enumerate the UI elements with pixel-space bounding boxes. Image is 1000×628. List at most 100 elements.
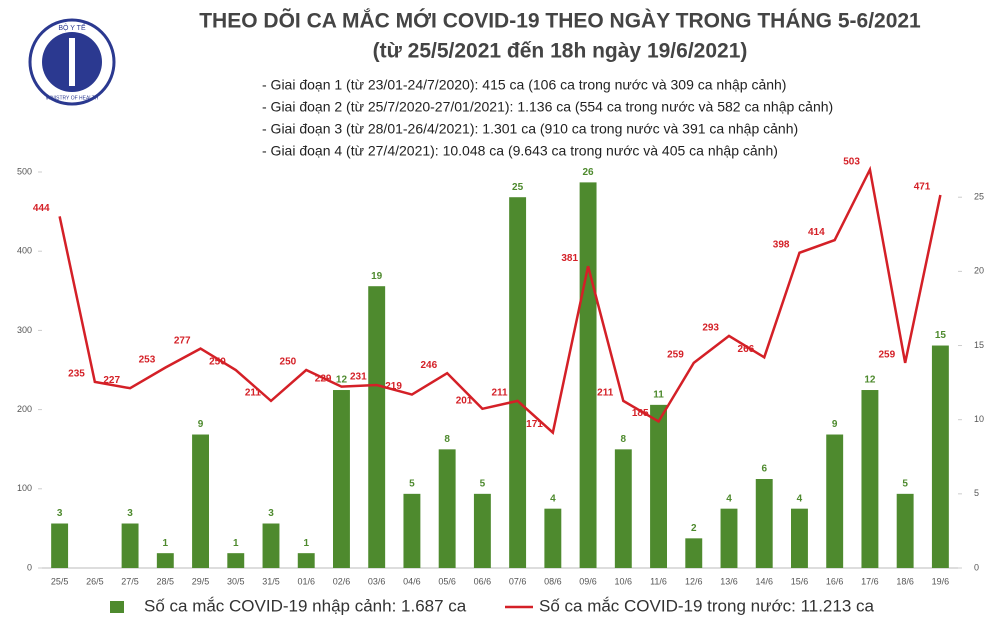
y2-tick-label: 5 (974, 488, 979, 498)
x-tick-label: 13/6 (720, 576, 738, 586)
bar (297, 553, 315, 568)
line-value-label: 227 (103, 375, 120, 386)
bar-value-label: 15 (935, 330, 947, 341)
x-tick-label: 11/6 (650, 576, 667, 586)
bar (544, 508, 562, 568)
line-value-label: 250 (280, 357, 297, 368)
x-tick-label: 04/6 (403, 576, 421, 586)
bar (333, 390, 350, 568)
logo-text: MINISTRY OF HEALTH (46, 95, 99, 101)
x-tick-label: 29/5 (192, 576, 210, 586)
x-tick-label: 07/6 (509, 576, 527, 586)
line-value-label: 201 (456, 395, 473, 406)
line-value-label: 277 (174, 335, 191, 346)
bar (368, 286, 386, 568)
legend-label: Số ca mắc COVID-19 trong nước: 11.213 ca (539, 596, 875, 615)
bar-value-label: 6 (761, 464, 767, 475)
x-tick-label: 14/6 (755, 576, 773, 586)
bar-value-label: 4 (550, 493, 556, 504)
line-value-label: 219 (385, 381, 402, 392)
line-value-label: 471 (914, 182, 931, 193)
bar-value-label: 19 (371, 271, 383, 282)
y2-tick-label: 15 (974, 340, 984, 350)
y-tick-label: 500 (17, 166, 32, 176)
bar (227, 553, 245, 568)
x-tick-label: 02/6 (333, 576, 351, 586)
y-tick-label: 200 (17, 404, 32, 414)
bar-value-label: 12 (864, 375, 876, 386)
logo: BỘ Y TẾ MINISTRY OF HEALTH (28, 18, 116, 106)
annotation: - Giai đoạn 3 (từ 28/01-26/4/2021): 1.30… (262, 121, 798, 137)
line-value-label: 246 (420, 360, 437, 371)
legend-label: Số ca mắc COVID-19 nhập cảnh: 1.687 ca (144, 596, 467, 615)
line-value-label: 253 (139, 354, 156, 365)
line-value-label: 171 (526, 419, 543, 430)
bar (896, 493, 914, 568)
line-value-label: 414 (808, 227, 825, 238)
x-tick-label: 17/6 (861, 576, 879, 586)
bar (438, 449, 456, 568)
x-tick-label: 03/6 (368, 576, 386, 586)
logo-staff (69, 38, 75, 86)
bar-value-label: 4 (797, 493, 803, 504)
line-value-label: 229 (315, 373, 332, 384)
x-tick-label: 28/5 (157, 576, 175, 586)
x-tick-label: 05/6 (438, 576, 456, 586)
bar (403, 493, 421, 568)
bar-value-label: 12 (336, 375, 348, 386)
bar-value-label: 1 (303, 538, 309, 549)
line-value-label: 231 (350, 372, 367, 383)
y2-tick-label: 25 (974, 192, 984, 202)
bar (262, 523, 280, 568)
line-value-label: 211 (491, 388, 508, 399)
bar (720, 508, 738, 568)
line-value-label: 381 (561, 253, 578, 264)
bar (579, 182, 597, 568)
bar-value-label: 3 (57, 508, 63, 519)
line-value-label: 185 (632, 408, 649, 419)
line-value-label: 211 (597, 388, 614, 399)
y-tick-label: 100 (17, 483, 32, 493)
bar (826, 434, 844, 568)
bar (791, 508, 808, 568)
line-value-label: 235 (68, 369, 85, 380)
bar (685, 538, 703, 568)
bar-value-label: 4 (726, 493, 732, 504)
line-value-label: 398 (773, 239, 790, 250)
x-tick-label: 25/5 (51, 576, 69, 586)
bar-value-label: 11 (653, 389, 664, 400)
x-tick-label: 01/6 (297, 576, 315, 586)
line-value-label: 211 (245, 388, 262, 399)
x-tick-label: 27/5 (121, 576, 139, 586)
bar-value-label: 8 (621, 434, 627, 445)
x-tick-label: 26/5 (86, 576, 104, 586)
x-tick-label: 06/6 (474, 576, 492, 586)
x-tick-label: 08/6 (544, 576, 562, 586)
chart-subtitle: (từ 25/5/2021 đến 18h ngày 19/6/2021) (373, 40, 748, 63)
line-value-label: 293 (702, 323, 719, 334)
line-value-label: 503 (843, 156, 860, 167)
annotation: - Giai đoạn 2 (từ 25/7/2020-27/01/2021):… (262, 99, 833, 115)
y2-tick-label: 0 (974, 562, 979, 572)
bar-value-label: 2 (691, 523, 697, 534)
line-value-label: 444 (33, 203, 50, 214)
chart-title: THEO DÕI CA MẮC MỚI COVID-19 THEO NGÀY T… (199, 9, 921, 33)
bar (650, 404, 667, 568)
line-value-label: 250 (209, 357, 226, 368)
bar-value-label: 9 (832, 419, 838, 430)
bar (121, 523, 139, 568)
x-tick-label: 30/5 (227, 576, 245, 586)
bar-value-label: 5 (409, 478, 415, 489)
y2-tick-label: 10 (974, 414, 984, 424)
annotation: - Giai đoạn 4 (từ 27/4/2021): 10.048 ca … (262, 143, 778, 159)
line (58, 165, 942, 435)
x-tick-label: 19/6 (932, 576, 950, 586)
bar-value-label: 1 (233, 538, 239, 549)
legend-swatch (110, 601, 124, 613)
bar-value-label: 3 (268, 508, 274, 519)
bar (156, 553, 174, 568)
x-tick-label: 12/6 (685, 576, 703, 586)
y2-tick-label: 20 (974, 266, 984, 276)
